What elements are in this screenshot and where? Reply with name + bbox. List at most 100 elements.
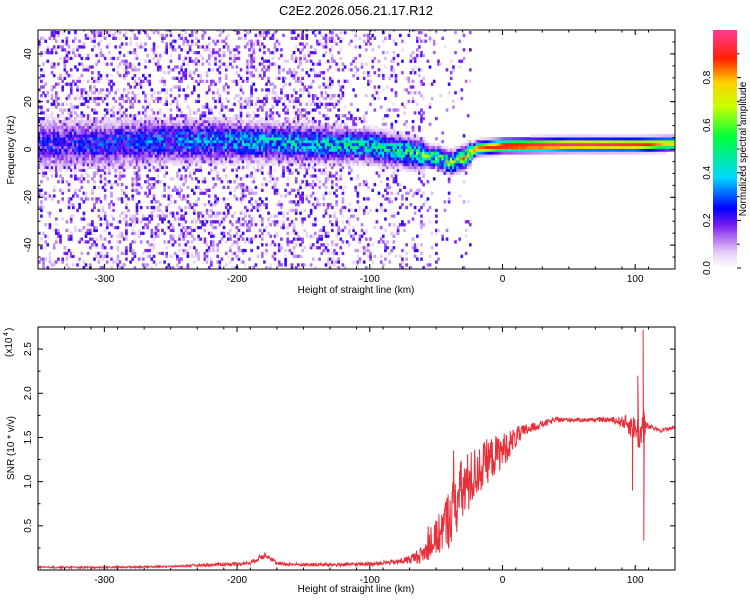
spectrogram-cell	[114, 260, 118, 264]
spectrogram-cell	[116, 139, 120, 144]
spectrogram-cell	[116, 111, 120, 115]
spectrogram-cell	[254, 223, 258, 227]
spectrogram-cell	[235, 177, 239, 181]
spectrogram-cell	[309, 263, 313, 267]
spectrogram-cell	[335, 134, 338, 138]
spectrogram-cell	[44, 154, 48, 158]
spectrogram-cell	[50, 131, 54, 135]
spectrogram-cell	[65, 56, 69, 61]
spectrogram-cell	[84, 148, 88, 152]
spectrogram-cell	[207, 214, 211, 218]
spectrogram-cell	[84, 191, 88, 195]
spectrogram-cell	[97, 168, 101, 172]
spectrogram-cell	[55, 240, 58, 244]
spectrogram-cell	[146, 223, 149, 227]
spectrogram-cell	[57, 168, 60, 172]
spectrogram-cell	[244, 174, 247, 178]
spectrogram-cell	[150, 122, 154, 126]
spectrogram-cell	[237, 248, 241, 253]
spectrogram-cell	[193, 157, 196, 161]
spectrogram-cell	[135, 151, 139, 155]
spectrogram-cell	[188, 33, 192, 38]
spectrogram-cell	[244, 142, 247, 147]
spectrogram-cell	[182, 139, 186, 144]
spectrogram-cell	[86, 162, 90, 167]
spectrogram-cell	[182, 183, 186, 187]
spectrogram-cell	[227, 85, 230, 89]
spectrogram-cell	[91, 237, 94, 241]
spectrogram-cell	[103, 194, 107, 198]
spectrogram-cell	[288, 139, 292, 144]
spectrogram-cell	[328, 79, 332, 83]
spectrogram-cell	[99, 223, 103, 227]
spectrogram-cell	[105, 220, 109, 224]
spectrogram-cell	[78, 228, 81, 233]
spectrogram-cell	[216, 220, 220, 224]
spectrogram-cell	[275, 99, 279, 104]
spectrogram-cell	[46, 142, 50, 147]
spectrogram-cell	[156, 137, 160, 141]
spectrogram-cell	[324, 154, 328, 158]
spectrogram-cell	[129, 30, 132, 32]
spectrogram-cell	[331, 205, 334, 210]
spectrogram-cell	[129, 39, 132, 43]
spectrogram-cell	[309, 234, 313, 238]
spectrogram-cell	[182, 177, 186, 181]
spectrogram-cell	[105, 160, 109, 164]
spectrogram-cell	[299, 237, 302, 241]
spectrogram-cell	[250, 174, 253, 178]
spectrogram-cell	[227, 237, 230, 241]
spectrogram-cell	[331, 228, 334, 233]
spectrogram-cell	[154, 148, 158, 152]
spectrogram-cell	[114, 31, 118, 35]
spectrogram-cell	[201, 33, 205, 38]
spectrogram-cell	[55, 39, 58, 43]
spectrogram-cell	[309, 160, 313, 164]
spectrogram-cell	[154, 114, 158, 118]
spectrogram-cell	[318, 122, 321, 126]
spectrogram-cell	[220, 137, 224, 141]
spectrogram-cell	[135, 174, 139, 178]
spectrogram-cell	[328, 82, 332, 86]
spectrogram-cell	[212, 68, 215, 72]
spectrogram-cell	[277, 56, 281, 61]
spectrogram-cell	[99, 91, 103, 95]
spectrogram-cell	[195, 31, 198, 35]
spectrogram-cell	[99, 162, 103, 167]
spectrogram-cell	[169, 137, 173, 141]
spectrogram-cell	[97, 45, 101, 49]
spectrogram-cell	[248, 114, 251, 118]
spectrogram-cell	[248, 185, 251, 190]
spectrogram-cell	[205, 74, 209, 78]
spectrogram-cell	[161, 154, 164, 158]
spectrogram-cell	[193, 168, 196, 172]
spectrogram-cell	[297, 122, 300, 126]
spectrogram-cell	[207, 148, 211, 152]
spectrogram-cell	[144, 154, 147, 158]
spectrogram-cell	[246, 102, 249, 106]
spectrogram-cell	[165, 125, 169, 129]
spectrogram-cell	[265, 59, 268, 63]
spectrogram-cell	[78, 137, 81, 141]
spectrogram-cell	[171, 137, 175, 141]
spectrogram-cell	[233, 131, 236, 135]
spectrogram-cell	[118, 197, 122, 201]
spectrogram-cell	[184, 94, 188, 98]
spectrogram-cell	[269, 234, 273, 238]
spectrogram-cell	[241, 105, 245, 109]
spectrogram-cell	[61, 162, 65, 167]
spectrogram-cell	[269, 128, 273, 132]
spectrogram-cell	[301, 137, 304, 141]
spectrogram-cell	[57, 154, 60, 158]
spectrogram-cell	[80, 111, 84, 115]
spectrogram-cell	[197, 119, 200, 124]
spectrogram-cell	[184, 248, 188, 253]
spectrogram-cell	[97, 79, 101, 83]
spectrogram-cell	[50, 128, 54, 132]
spectrogram-cell	[256, 137, 260, 141]
spectrogram-cell	[150, 151, 154, 155]
spectrogram-cell	[207, 111, 211, 115]
spectrogram-cell	[67, 145, 71, 149]
spectrogram-cell	[199, 168, 203, 172]
spectrogram-cell	[152, 157, 156, 161]
